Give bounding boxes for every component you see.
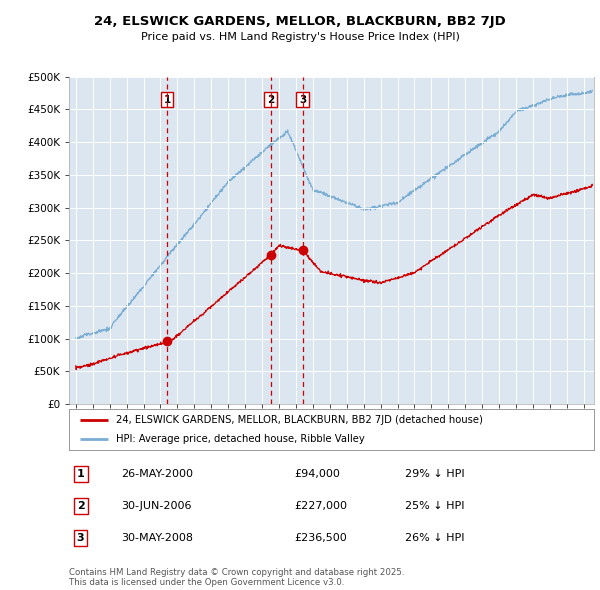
Text: 3: 3 — [77, 533, 85, 543]
Text: 29% ↓ HPI: 29% ↓ HPI — [405, 469, 464, 478]
Text: 2: 2 — [77, 501, 85, 511]
Text: 2: 2 — [267, 94, 274, 104]
Text: 26-MAY-2000: 26-MAY-2000 — [121, 469, 193, 478]
Text: Contains HM Land Registry data © Crown copyright and database right 2025.
This d: Contains HM Land Registry data © Crown c… — [69, 568, 404, 587]
Text: £236,500: £236,500 — [295, 533, 347, 543]
Text: £227,000: £227,000 — [295, 501, 348, 511]
Text: 1: 1 — [77, 469, 85, 478]
Text: 26% ↓ HPI: 26% ↓ HPI — [405, 533, 464, 543]
Text: £94,000: £94,000 — [295, 469, 341, 478]
Text: 25% ↓ HPI: 25% ↓ HPI — [405, 501, 464, 511]
Text: Price paid vs. HM Land Registry's House Price Index (HPI): Price paid vs. HM Land Registry's House … — [140, 32, 460, 42]
Text: 24, ELSWICK GARDENS, MELLOR, BLACKBURN, BB2 7JD (detached house): 24, ELSWICK GARDENS, MELLOR, BLACKBURN, … — [116, 415, 483, 425]
Text: HPI: Average price, detached house, Ribble Valley: HPI: Average price, detached house, Ribb… — [116, 434, 365, 444]
Text: 24, ELSWICK GARDENS, MELLOR, BLACKBURN, BB2 7JD: 24, ELSWICK GARDENS, MELLOR, BLACKBURN, … — [94, 15, 506, 28]
Text: 30-JUN-2006: 30-JUN-2006 — [121, 501, 192, 511]
Text: 30-MAY-2008: 30-MAY-2008 — [121, 533, 193, 543]
Text: 1: 1 — [164, 94, 171, 104]
Text: 3: 3 — [299, 94, 307, 104]
